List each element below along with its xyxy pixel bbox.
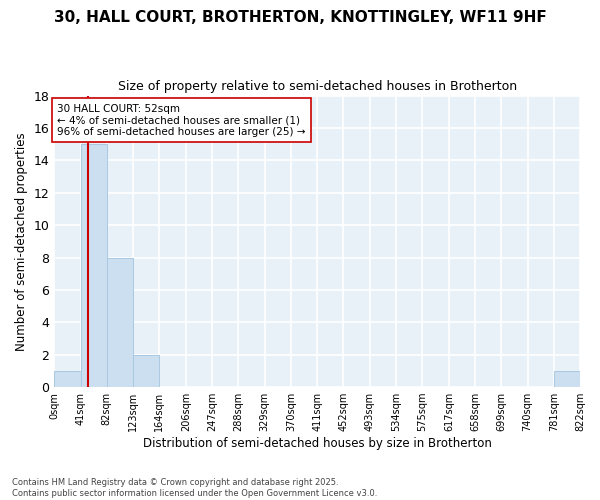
Bar: [107, 258, 133, 387]
X-axis label: Distribution of semi-detached houses by size in Brotherton: Distribution of semi-detached houses by …: [143, 437, 491, 450]
Text: Contains HM Land Registry data © Crown copyright and database right 2025.
Contai: Contains HM Land Registry data © Crown c…: [12, 478, 377, 498]
Bar: [133, 354, 159, 387]
Text: 30, HALL COURT, BROTHERTON, KNOTTINGLEY, WF11 9HF: 30, HALL COURT, BROTHERTON, KNOTTINGLEY,…: [53, 10, 547, 25]
Text: 30 HALL COURT: 52sqm
← 4% of semi-detached houses are smaller (1)
96% of semi-de: 30 HALL COURT: 52sqm ← 4% of semi-detach…: [57, 104, 305, 137]
Bar: [554, 371, 580, 387]
Title: Size of property relative to semi-detached houses in Brotherton: Size of property relative to semi-detach…: [118, 80, 517, 93]
Bar: [80, 144, 107, 387]
Bar: [54, 371, 80, 387]
Y-axis label: Number of semi-detached properties: Number of semi-detached properties: [15, 132, 28, 350]
